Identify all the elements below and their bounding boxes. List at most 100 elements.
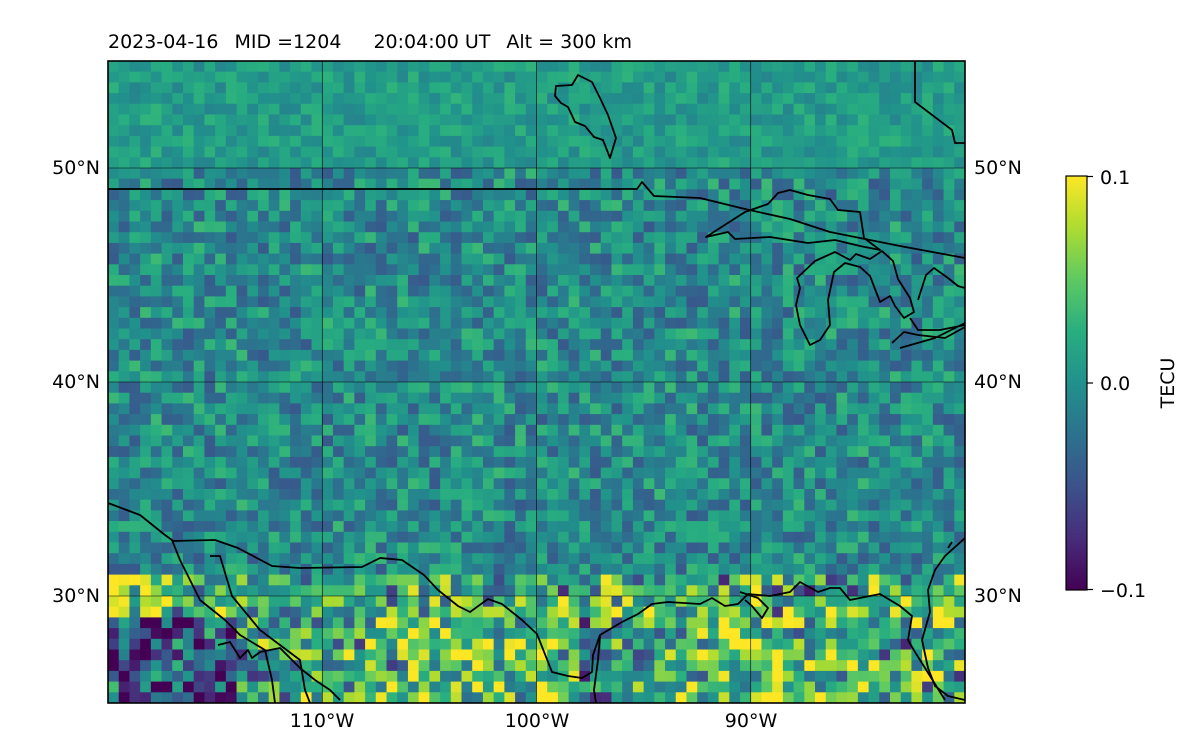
heatmap-cell (407, 660, 420, 672)
heatmap-cell (825, 638, 838, 651)
heatmap-cell (857, 467, 870, 479)
heatmap-cell (193, 435, 206, 447)
heatmap-cell (718, 403, 730, 415)
heatmap-cell (215, 328, 227, 340)
heatmap-cell (407, 93, 420, 105)
heatmap-cell (815, 189, 827, 201)
heatmap-cell (493, 521, 505, 533)
heatmap-cell (386, 189, 398, 201)
heatmap-cell (718, 371, 730, 383)
heatmap-cell (365, 403, 377, 415)
heatmap-cell (750, 264, 763, 276)
heatmap-cell (954, 649, 965, 661)
heatmap-cell (547, 135, 559, 148)
heatmap-cell (322, 531, 334, 544)
heatmap-cell (707, 617, 720, 629)
heatmap-cell (900, 264, 913, 276)
heatmap-cell (300, 542, 313, 554)
heatmap-cell (611, 435, 623, 447)
heatmap-cell (140, 114, 152, 126)
heatmap-cell (750, 221, 763, 233)
heatmap-cell (879, 456, 891, 469)
heatmap-cell (150, 414, 163, 426)
heatmap-cell (332, 574, 345, 586)
heatmap-cell (729, 414, 741, 426)
heatmap-cell (236, 467, 248, 479)
heatmap-cell (922, 242, 934, 255)
heatmap-cell (365, 285, 377, 297)
heatmap-cell (332, 499, 345, 511)
heatmap-cell (632, 606, 645, 618)
heatmap-cell (954, 553, 965, 565)
heatmap-cell (900, 467, 913, 479)
heatmap-cell (772, 371, 784, 383)
heatmap-cell (461, 275, 473, 287)
heatmap-cell (943, 521, 955, 533)
colorbar-tick-label-max: 0.1 (1100, 167, 1130, 189)
heatmap-cell (857, 157, 870, 169)
heatmap-cell (847, 242, 859, 255)
heatmap-cell (300, 232, 313, 244)
heatmap-cell (857, 168, 870, 180)
heatmap-cell (472, 521, 484, 533)
heatmap-cell (622, 146, 634, 158)
heatmap-cell (225, 670, 238, 683)
heatmap-cell (697, 414, 709, 426)
heatmap-cell (932, 585, 945, 597)
heatmap-cell (868, 135, 880, 148)
heatmap-cell (311, 553, 323, 565)
heatmap-cell (386, 339, 398, 351)
heatmap-cell (440, 103, 452, 116)
heatmap-cell (557, 285, 570, 297)
heatmap-cell (129, 189, 141, 201)
heatmap-cell (354, 221, 366, 233)
heatmap-cell (697, 628, 709, 640)
heatmap-cell (440, 200, 452, 212)
heatmap-cell (804, 670, 816, 683)
heatmap-cell (675, 146, 688, 158)
heatmap-cell (236, 114, 248, 126)
heatmap-cell (611, 371, 623, 383)
heatmap-cell (643, 681, 655, 693)
heatmap-cell (568, 307, 580, 319)
heatmap-cell (429, 596, 441, 608)
heatmap-cell (857, 82, 870, 94)
heatmap-cell (386, 489, 398, 501)
heatmap-cell (332, 553, 345, 565)
heatmap-cell (322, 596, 334, 608)
heatmap-cell (954, 478, 965, 490)
heatmap-cell (215, 189, 227, 201)
heatmap-cell (204, 242, 216, 255)
heatmap-cell (204, 692, 216, 703)
heatmap-cell (236, 317, 248, 330)
heatmap-cell (118, 510, 131, 522)
heatmap-cell (557, 531, 570, 544)
heatmap-cell (750, 456, 763, 469)
heatmap-cell (397, 563, 409, 576)
heatmap-cell (322, 242, 334, 255)
heatmap-cell (472, 221, 484, 233)
heatmap-cell (772, 628, 784, 640)
heatmap-cell (568, 360, 580, 372)
heatmap-cell (472, 467, 484, 479)
heatmap-cell (643, 232, 655, 244)
heatmap-cell (525, 264, 538, 276)
heatmap-cell (825, 531, 838, 544)
heatmap-cell (772, 574, 784, 586)
heatmap-cell (943, 585, 955, 597)
heatmap-cell (600, 692, 613, 703)
heatmap-cell (429, 210, 441, 223)
heatmap-cell (322, 371, 334, 383)
heatmap-cell (879, 307, 891, 319)
heatmap-cell (954, 200, 965, 212)
heatmap-cell (900, 210, 913, 223)
heatmap-cell (632, 660, 645, 672)
heatmap-cell (450, 360, 463, 372)
heatmap-cell (675, 371, 688, 383)
heatmap-cell (429, 328, 441, 340)
heatmap-cell (279, 531, 291, 544)
heatmap-cell (772, 339, 784, 351)
heatmap-cell (108, 157, 120, 169)
heatmap-cell (182, 606, 195, 618)
heatmap-cell (129, 93, 141, 105)
